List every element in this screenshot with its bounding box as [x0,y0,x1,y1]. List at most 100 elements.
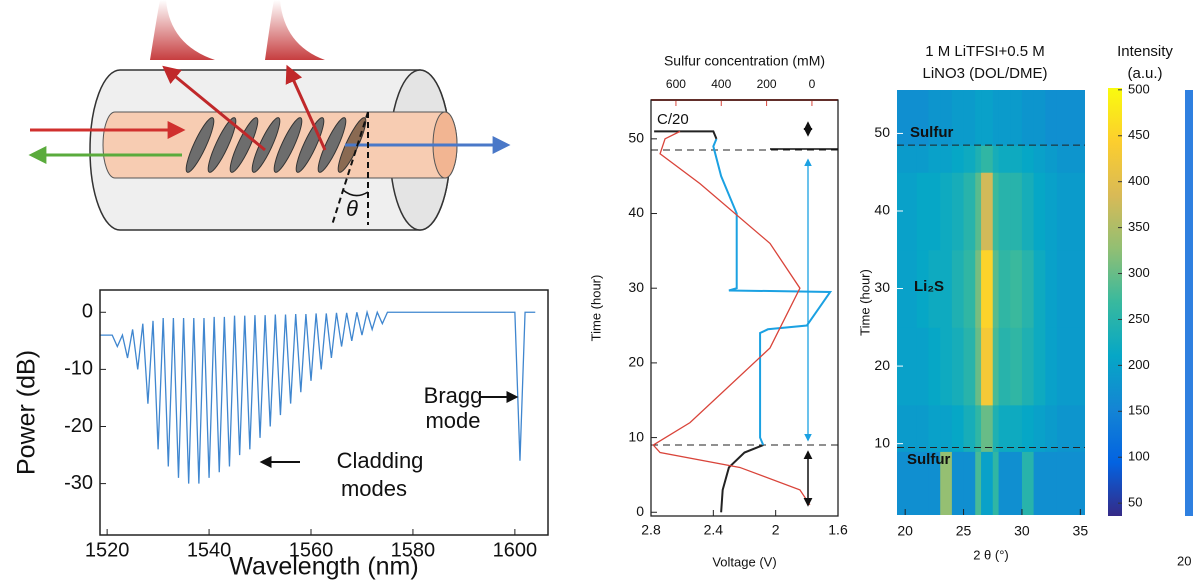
heat-cell [998,451,1011,515]
heat-cell [975,145,982,173]
chart-title: LiNO3 (DOL/DME) [922,65,1047,82]
heat-cell [992,451,1000,515]
colorbar-tick-label: 350 [1128,219,1150,234]
heat-cell [1056,145,1085,173]
heat-cell [1010,145,1023,173]
heat-cell [951,249,965,328]
heat-cell [981,249,994,328]
heat-cell [981,451,994,515]
heat-cell [1021,451,1035,515]
y-tick-label: 0 [82,301,93,323]
heat-cell [963,404,976,452]
heat-cell [963,172,976,251]
heat-cell [992,145,1000,173]
y-axis-label: Time (hour) [588,275,603,342]
x-tick-label: 1560 [289,539,334,561]
heat-cell [1033,327,1046,406]
heat-cell [951,145,965,173]
heat-cell [940,90,953,146]
colorbar [1108,88,1122,516]
heat-cell [992,172,1000,251]
y-tick-label: 10 [874,434,890,450]
x-tick-label: 1580 [391,539,436,561]
heat-cell [951,451,965,515]
heat-cell [998,327,1011,406]
y-tick-label: -30 [64,472,93,494]
colorbar-tick-label: 450 [1128,127,1150,142]
heat-cell [975,451,982,515]
annotation: Bragg [424,383,483,408]
voltage-line [712,138,833,446]
heat-cell [963,451,976,515]
heat-cell [1021,145,1035,173]
heat-cell [916,90,930,146]
heat-cell [1056,451,1085,515]
angle-label: θ [346,196,358,221]
x-tick-label: 1540 [187,539,232,561]
heat-cell [1045,327,1058,406]
heat-cell [1056,90,1085,146]
y-tick-label: 10 [628,428,644,444]
heat-cell [1056,249,1085,328]
heat-cell [940,249,953,328]
y-tick-label: -10 [64,358,93,380]
heat-cell [951,404,965,452]
y-tick-label: 20 [874,357,890,373]
heat-cell [928,145,941,173]
heat-cell [928,172,941,251]
heat-cell [1056,404,1085,452]
heat-cell [928,249,941,328]
heat-cell [963,145,976,173]
heat-cell [1021,172,1035,251]
heat-cell [1021,327,1035,406]
colorbar-tick-label: 400 [1128,173,1150,188]
colorbar-tick-label: 50 [1128,495,1142,510]
glow [265,0,325,60]
x-tick-label: 2 [772,522,780,538]
x-tick-label: 2.8 [641,522,661,538]
heat-cell [916,327,930,406]
heatmap [897,90,1085,515]
colorbar-tick-label: 100 [1128,449,1150,464]
colorbar-tick-label: 500 [1128,81,1150,96]
heat-cell [897,249,918,328]
heat-cell [951,327,965,406]
heat-cell [1033,172,1046,251]
edge-colorbar-label: 20 [1177,553,1191,568]
heat-cell [1010,451,1023,515]
x2-tick-label: 400 [711,77,731,91]
x-tick-label: 20 [897,523,913,539]
heat-cell [1056,327,1085,406]
heat-cell [1010,172,1023,251]
heat-cell [975,90,982,146]
y-tick-label: 30 [628,279,644,295]
heat-cell [1021,249,1035,328]
cladding-arrow [162,65,266,152]
heat-cell [951,90,965,146]
annotation: Cladding [337,448,424,473]
heat-cell [928,404,941,452]
colorbar-label: (a.u.) [1127,65,1162,82]
annotation: modes [341,476,407,501]
heat-cell [1045,145,1058,173]
heat-cell [916,451,930,515]
y-tick-label: 50 [874,124,890,140]
heat-cell [897,145,918,173]
heat-cell [897,404,918,452]
y-tick-label: 30 [874,279,890,295]
heat-cell [1010,90,1023,146]
heat-cell [897,451,918,515]
heat-cell [916,145,930,173]
heat-cell [1045,172,1058,251]
y-tick-label: 40 [874,202,890,218]
heat-cell [928,451,941,515]
x-tick-label: 35 [1073,523,1089,539]
heat-cell [897,90,918,146]
heat-cell [916,172,930,251]
heat-cell [1010,249,1023,328]
x2-tick-label: 200 [757,77,777,91]
y-tick-label: 0 [636,503,644,519]
y-axis-label: Time (hour) [857,269,872,336]
heat-cell [992,327,1000,406]
